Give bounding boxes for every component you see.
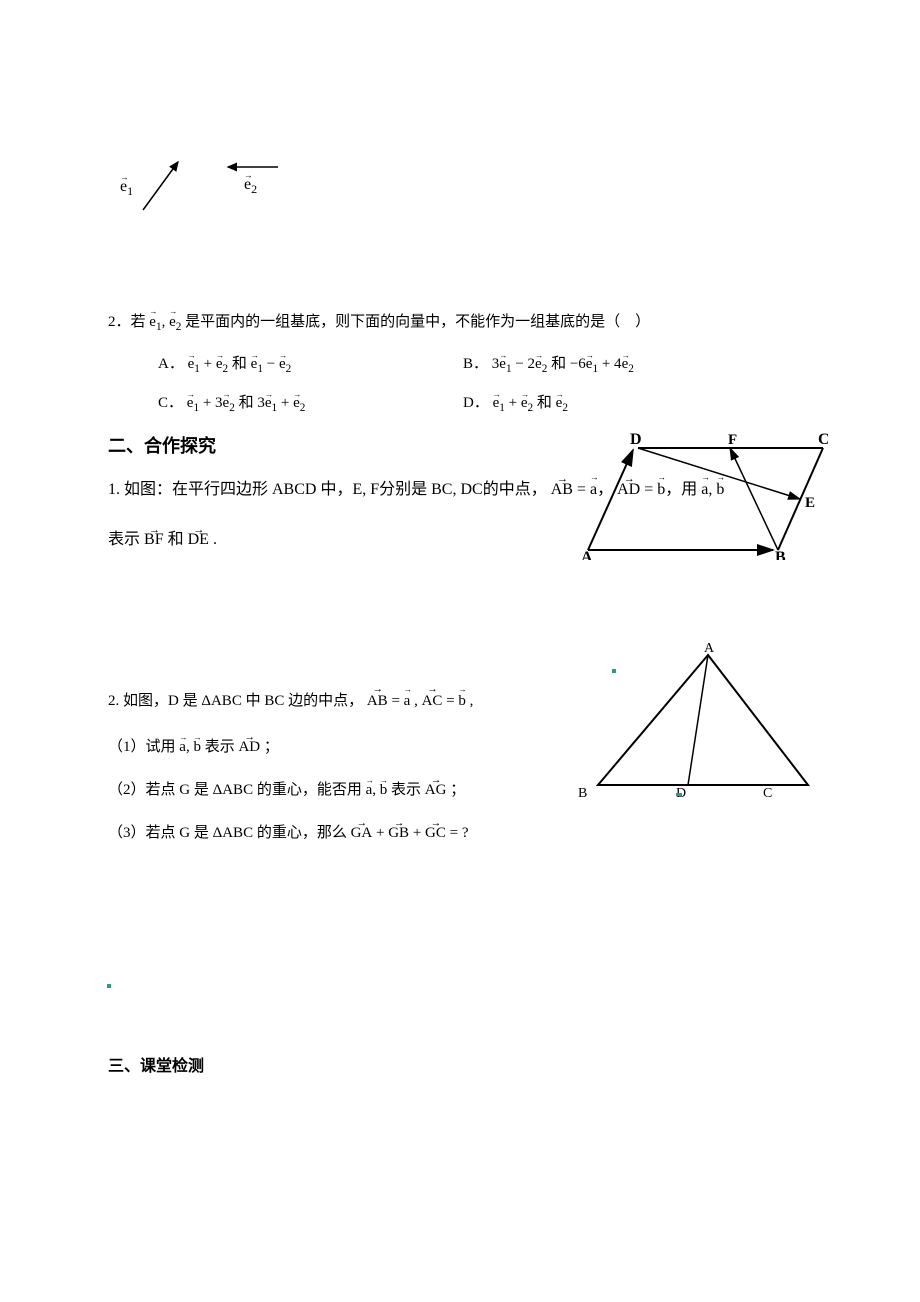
accent-dot <box>107 984 111 988</box>
p1-vec-bf: BF <box>144 531 164 549</box>
q2-prefix: 2．若 <box>108 314 146 330</box>
p2-vec-ac: AC <box>422 689 443 713</box>
q2-option-d: D． e1 + e2 和 e2 <box>463 391 568 414</box>
parallelogram-figure: A B C D E F <box>578 430 828 560</box>
p1-l2-a: 表示 <box>108 531 144 548</box>
accent-dot <box>676 793 682 796</box>
p2-text-a: 2. 如图，D 是 ΔABC 中 BC 边的中点， <box>108 693 363 709</box>
p1-text-a: 1. 如图：在平行四边形 ABCD 中，E, F分别是 BC, DC的中点， <box>108 481 547 498</box>
q2-rest: 是平面内的一组基底，则下面的向量中，不能作为一组基底的是（ ） <box>185 314 650 330</box>
p2-vec-ag: AG <box>425 782 447 799</box>
basis-vectors-diagram: e1 e2 <box>118 150 298 220</box>
pg-bf <box>730 448 778 550</box>
basis-vectors-svg <box>118 150 298 220</box>
e1-vector-line <box>143 162 178 210</box>
section-3-header: 三、课堂检测 <box>108 1052 828 1076</box>
pg-label-d: D <box>630 431 642 448</box>
e1-label: e1 <box>120 178 133 199</box>
pg-label-e: E <box>805 495 815 511</box>
p2-eq-b: = b , <box>446 693 473 709</box>
pg-label-b: B <box>775 549 786 560</box>
p2-vec-gc: GC <box>425 825 446 842</box>
pg-bc <box>778 448 823 550</box>
pg-label-f: F <box>728 432 737 448</box>
pg-de <box>638 448 800 499</box>
q2-options-row2: C． e1 + 3e2 和 3e1 + e2 D． e1 + e2 和 e2 <box>158 391 828 414</box>
p1-vec-de: DE <box>188 531 209 549</box>
p2s3-a: （3）若点 G 是 ΔABC 的重心，那么 <box>108 825 351 841</box>
parallelogram-svg: A B C D E F <box>578 430 828 560</box>
p2s3-g: = ? <box>450 825 469 841</box>
p1-l2-c: 和 <box>168 531 188 548</box>
triangle-figure: A B C D <box>568 640 818 800</box>
p2-eq-a: = a , <box>391 693 421 709</box>
problem-2-sub3: （3）若点 G 是 ΔABC 的重心，那么 GA + GB + GC = ? <box>108 821 828 842</box>
q2-option-a: A． e1 + e2 和 e1 − e2 <box>158 352 463 375</box>
tri-label-b: B <box>578 786 587 800</box>
accent-dot <box>612 669 616 673</box>
p2s1-a: （1）试用 a, b 表示 <box>108 739 238 755</box>
p2s3-c: + <box>376 825 388 841</box>
pg-label-a: A <box>581 549 593 560</box>
e2-label: e2 <box>244 176 257 197</box>
q2-options-row1: A． e1 + e2 和 e1 − e2 B． 3e1 − 2e2 和 −6e1… <box>158 352 828 375</box>
triangle-svg: A B C D <box>568 640 818 800</box>
q2-option-c: C． e1 + 3e2 和 3e1 + e2 <box>158 391 463 414</box>
p2s2-c: ； <box>450 782 465 798</box>
triangle-outline <box>598 655 808 785</box>
pg-ad <box>588 450 633 550</box>
pg-label-c: C <box>818 431 828 448</box>
p2-vec-ab: AB <box>367 689 388 713</box>
p2s1-c: ； <box>264 739 279 755</box>
tri-label-a: A <box>704 641 715 656</box>
question-2: 2．若 e1, e2 是平面内的一组基底，则下面的向量中，不能作为一组基底的是（… <box>108 310 828 336</box>
p1-vec-ab: AB <box>551 476 573 505</box>
p2-vec-ad: AD <box>238 739 260 756</box>
p2-vec-gb: GB <box>388 825 409 842</box>
q2-vectors: e1, e2 <box>149 314 181 330</box>
p2-vec-ga: GA <box>351 825 373 842</box>
tri-label-c: C <box>763 786 772 800</box>
q2-option-b: B． 3e1 − 2e2 和 −6e1 + 4e2 <box>463 352 634 375</box>
p2s2-a: （2）若点 G 是 ΔABC 的重心，能否用 a, b 表示 <box>108 782 425 798</box>
p2s3-e: + <box>413 825 425 841</box>
p1-l2-e: . <box>213 531 217 548</box>
